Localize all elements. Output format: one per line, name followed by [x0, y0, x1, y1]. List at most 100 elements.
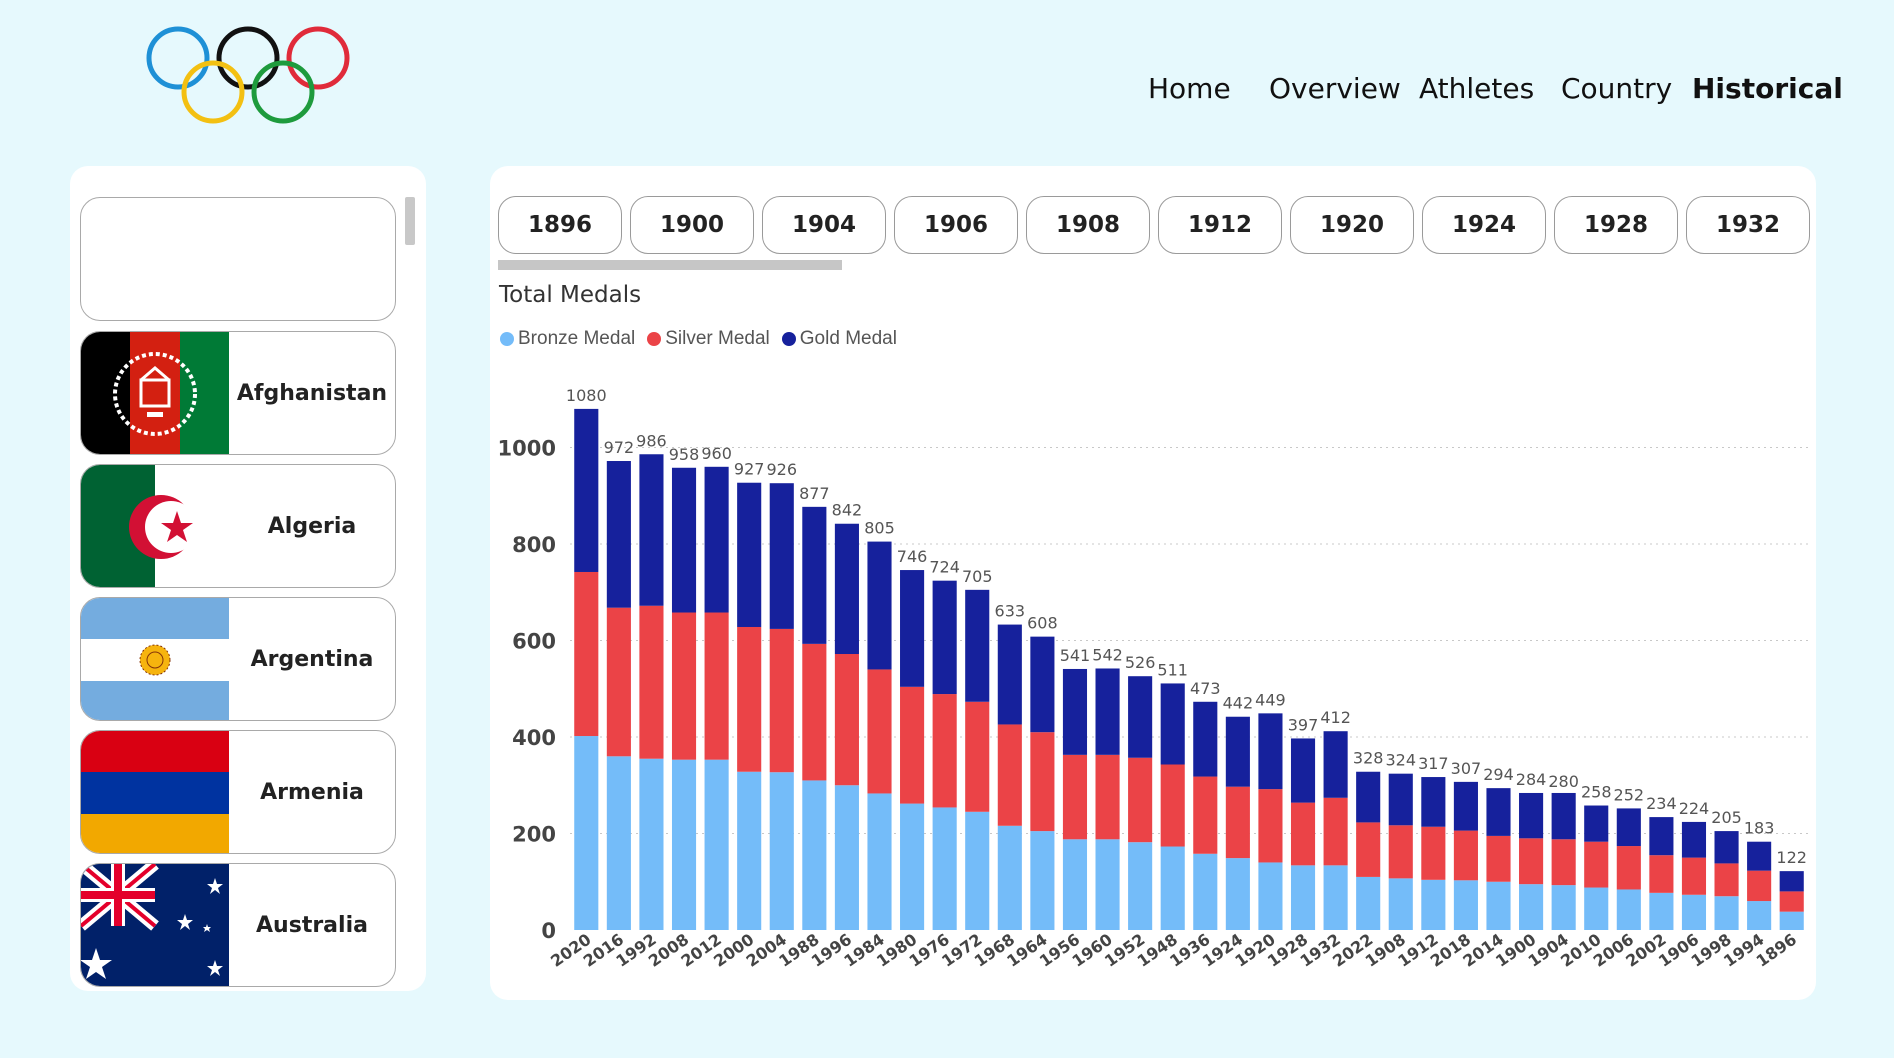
bar-bronze-medal-1924	[1225, 858, 1250, 930]
bar-silver-medal-2010	[1584, 841, 1609, 888]
bar-bronze-medal-2012	[704, 759, 729, 930]
bar-bronze-medal-1960	[1095, 839, 1120, 930]
legend-item-silver[interactable]: Silver Medal	[647, 328, 770, 350]
bar-gold-medal-1968	[997, 624, 1022, 725]
armenia-flag-icon	[81, 731, 229, 853]
data-label-total: 317	[1418, 754, 1449, 773]
bar-gold-medal-1948	[1160, 683, 1185, 765]
slicer-empty-tile[interactable]	[80, 197, 396, 321]
data-label-total: 960	[701, 444, 732, 463]
bar-silver-medal-1964	[1030, 732, 1055, 832]
bar-gold-medal-2006	[1616, 808, 1641, 847]
silver-dot-icon	[647, 332, 662, 346]
bar-silver-medal-1988	[802, 643, 827, 781]
bar-gold-medal-1994	[1747, 841, 1772, 871]
data-label-total: 541	[1060, 646, 1091, 665]
bar-bronze-medal-1952	[1128, 842, 1153, 930]
nav-athletes[interactable]: Athletes	[1419, 72, 1535, 105]
country-item-afghanistan[interactable]: Afghanistan	[80, 331, 396, 455]
data-label-total: 442	[1223, 694, 1254, 713]
bar-gold-medal-1992	[639, 454, 664, 606]
data-label-total: 746	[897, 547, 928, 566]
bar-bronze-medal-1912	[1421, 879, 1446, 930]
nav-home[interactable]: Home	[1148, 72, 1231, 105]
bar-gold-medal-1988	[802, 506, 827, 644]
medals-stacked-bar-chart: 0200400600800100010802020972201698619929…	[498, 386, 1808, 971]
bar-bronze-medal-1964	[1030, 831, 1055, 930]
country-item-algeria[interactable]: Algeria	[80, 464, 396, 588]
bar-bronze-medal-1932	[1323, 865, 1348, 930]
data-label-total: 705	[962, 567, 993, 586]
data-label-total: 926	[766, 460, 797, 479]
bar-gold-medal-1952	[1128, 676, 1153, 758]
bar-bronze-medal-1896	[1779, 911, 1804, 930]
year-button-1928[interactable]: 1928	[1554, 196, 1678, 254]
bar-gold-medal-2010	[1584, 805, 1609, 842]
data-label-total: 986	[636, 431, 667, 450]
year-button-1908[interactable]: 1908	[1026, 196, 1150, 254]
bar-gold-medal-2008	[671, 467, 697, 613]
bar-silver-medal-1908	[1388, 825, 1413, 879]
bar-gold-medal-2014	[1486, 788, 1511, 836]
bar-bronze-medal-2000	[737, 771, 762, 930]
top-navigation: Home Overview Athletes Country Historica…	[0, 72, 1894, 112]
bar-gold-medal-1906	[1681, 821, 1707, 858]
year-button-1900[interactable]: 1900	[630, 196, 754, 254]
olympic-rings-logo	[146, 26, 350, 124]
year-button-1906[interactable]: 1906	[894, 196, 1018, 254]
bar-bronze-medal-2022	[1356, 876, 1381, 930]
data-label-total: 280	[1548, 772, 1579, 791]
bar-bronze-medal-1988	[802, 780, 827, 930]
bar-bronze-medal-1906	[1681, 894, 1707, 930]
nav-country[interactable]: Country	[1561, 72, 1673, 105]
bar-bronze-medal-2008	[671, 759, 697, 930]
bar-silver-medal-1960	[1095, 754, 1120, 840]
year-button-1924[interactable]: 1924	[1422, 196, 1546, 254]
bar-silver-medal-2004	[769, 628, 794, 773]
bar-silver-medal-1932	[1323, 797, 1348, 866]
chart-legend: Bronze Medal Silver Medal Gold Medal	[500, 328, 897, 350]
bar-silver-medal-1976	[932, 694, 957, 808]
bronze-dot-icon	[500, 332, 514, 346]
country-item-argentina[interactable]: Argentina	[80, 597, 396, 721]
country-item-armenia[interactable]: Armenia	[80, 730, 396, 854]
bar-bronze-medal-2006	[1616, 889, 1641, 930]
nav-historical[interactable]: Historical	[1692, 72, 1843, 105]
data-label-total: 877	[799, 484, 830, 503]
bar-bronze-medal-1980	[900, 803, 925, 930]
country-item-australia[interactable]: Australia	[80, 863, 396, 987]
bar-silver-medal-1924	[1225, 786, 1250, 859]
legend-item-bronze[interactable]: Bronze Medal	[500, 328, 635, 350]
data-label-total: 294	[1483, 765, 1514, 784]
bar-bronze-medal-2018	[1453, 880, 1478, 930]
legend-item-gold[interactable]: Gold Medal	[781, 328, 897, 350]
data-label-total: 608	[1027, 614, 1058, 633]
bar-gold-medal-1996	[834, 523, 859, 655]
bar-silver-medal-1920	[1258, 789, 1283, 863]
bar-silver-medal-1896	[1779, 891, 1804, 912]
country-name: Afghanistan	[236, 380, 388, 406]
data-label-total: 805	[864, 519, 895, 538]
bar-gold-medal-2022	[1356, 771, 1381, 823]
year-button-1920[interactable]: 1920	[1290, 196, 1414, 254]
year-button-1904[interactable]: 1904	[762, 196, 886, 254]
bar-bronze-medal-2020	[574, 736, 599, 930]
bar-bronze-medal-1900	[1519, 884, 1544, 930]
data-label-total: 633	[995, 602, 1026, 621]
year-button-1912[interactable]: 1912	[1158, 196, 1282, 254]
year-button-1932[interactable]: 1932	[1686, 196, 1810, 254]
data-label-total: 328	[1353, 749, 1384, 768]
year-slicer-scrollbar[interactable]	[498, 260, 842, 270]
data-label-total: 284	[1516, 770, 1547, 789]
bar-bronze-medal-1984	[867, 793, 892, 930]
bar-silver-medal-1972	[965, 701, 990, 812]
bar-gold-medal-2004	[769, 483, 794, 629]
data-label-total: 958	[669, 445, 700, 464]
year-button-1896[interactable]: 1896	[498, 196, 622, 254]
data-label-total: 526	[1125, 653, 1156, 672]
bar-gold-medal-2012	[704, 466, 729, 613]
data-label-total: 542	[1092, 645, 1123, 664]
country-list-scrollbar[interactable]	[405, 197, 415, 245]
nav-overview[interactable]: Overview	[1269, 72, 1401, 105]
data-label-total: 412	[1320, 708, 1351, 727]
